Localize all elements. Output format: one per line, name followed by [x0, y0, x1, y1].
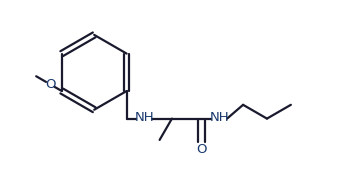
Text: NH: NH — [209, 111, 229, 124]
Text: NH: NH — [135, 111, 154, 124]
Text: O: O — [196, 143, 207, 156]
Text: O: O — [45, 78, 55, 91]
